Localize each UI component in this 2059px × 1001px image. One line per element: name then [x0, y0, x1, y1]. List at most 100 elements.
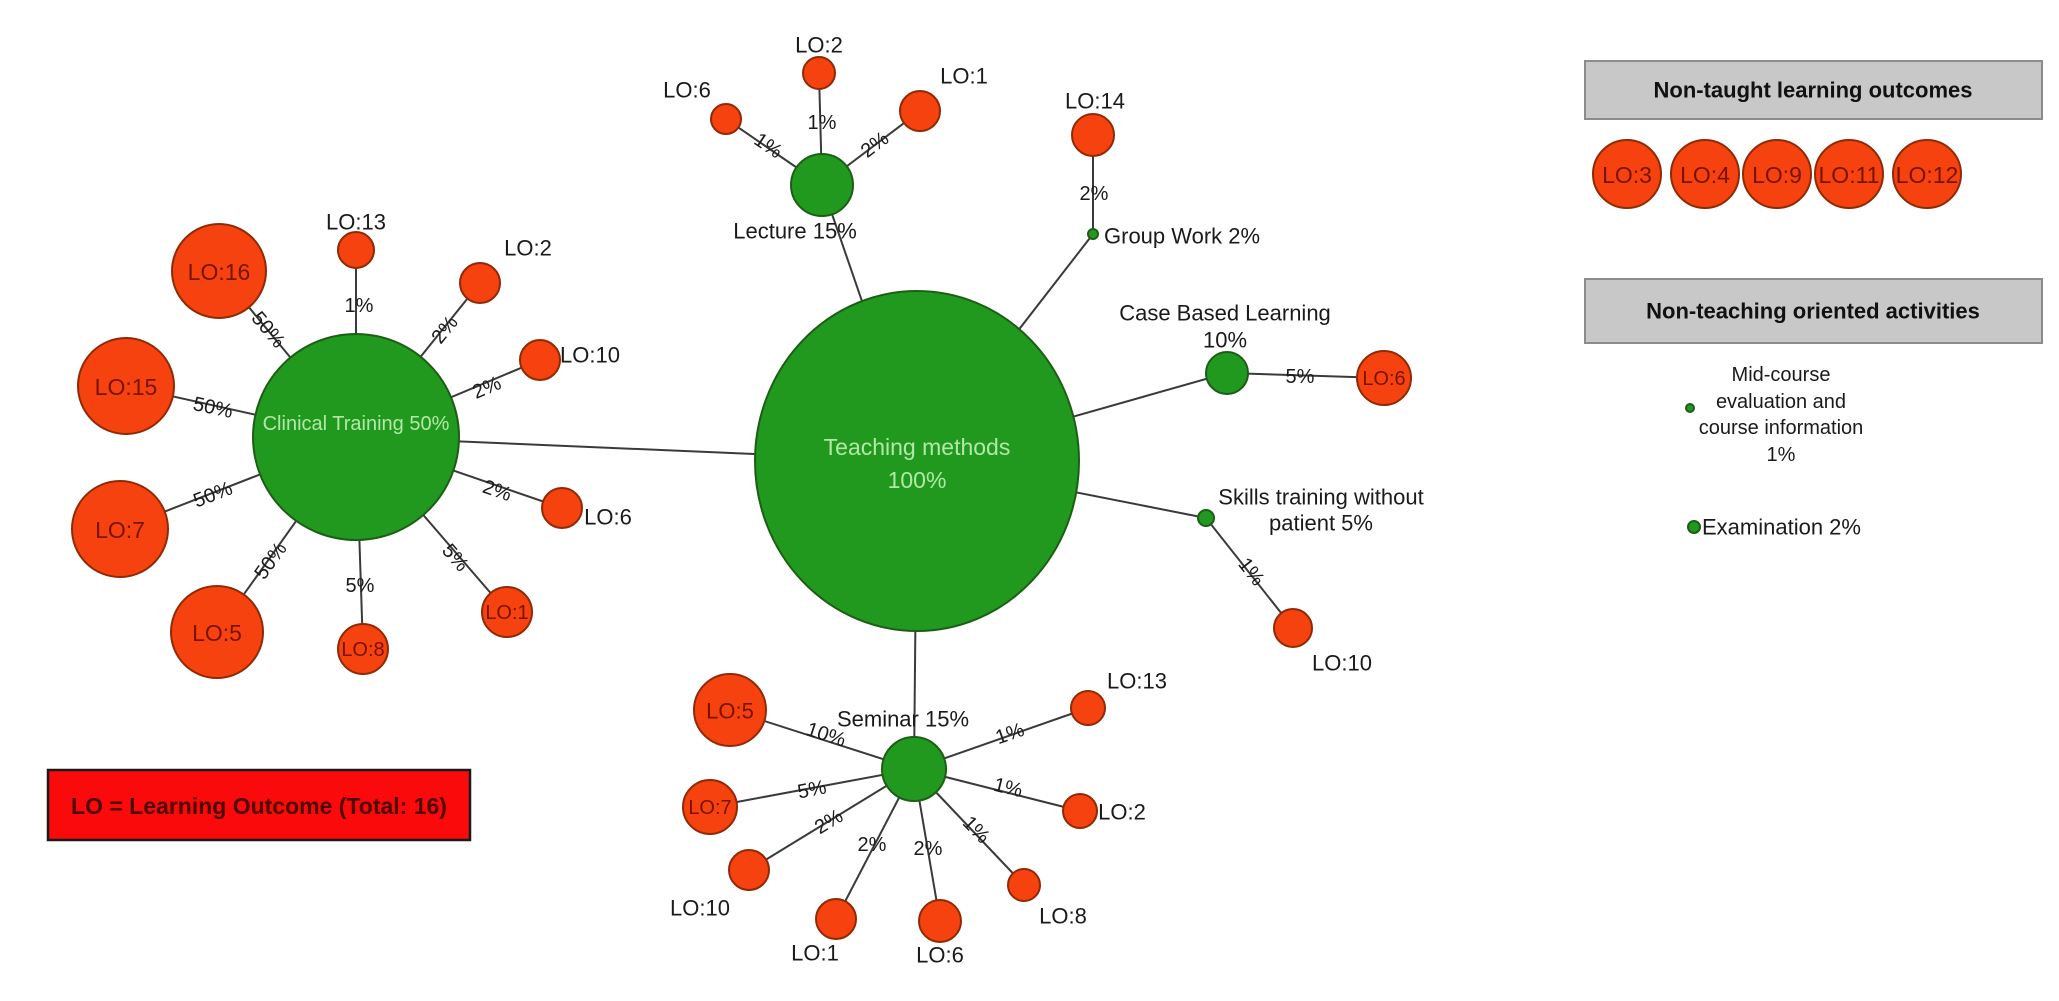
node-clinical-training: [252, 333, 460, 541]
seminar-lo5-label: LO:5: [706, 699, 754, 724]
skills-title-line2: patient 5%: [1269, 511, 1373, 536]
weight-clinical-lo16: 50%: [247, 308, 290, 353]
non-taught-lo11-label: LO:11: [1819, 162, 1880, 188]
node-lecture-lo2: [802, 56, 836, 90]
node-clinical-lo13: [337, 231, 375, 269]
node-clinical-lo2: [459, 262, 501, 304]
node-seminar-lo2: [1062, 793, 1098, 829]
lecture-lo2-label: LO:2: [795, 33, 843, 58]
clinical-lo13-label: LO:13: [326, 210, 386, 235]
teaching-methods-title: Teaching methods: [824, 434, 1011, 460]
weight-seminar-lo13: 1%: [993, 719, 1028, 749]
node-clinical-lo1: [481, 586, 533, 638]
node-teaching-methods: [754, 290, 1080, 632]
weight-seminar-lo8: 1%: [958, 812, 994, 848]
legend-red-box: [46, 768, 472, 842]
seminar-title: Seminar 15%: [837, 707, 969, 732]
clinical-training-title: Clinical Training 50%: [263, 413, 450, 435]
node-group-work: [1087, 228, 1099, 240]
clinical-lo7-label: LO:7: [95, 517, 145, 543]
node-clinical-lo16: [171, 223, 267, 319]
group-work-lo14-label: LO:14: [1065, 89, 1125, 114]
weight-seminar-lo10: 2%: [811, 805, 847, 839]
node-clinical-lo5: [170, 585, 264, 679]
examination-label: Examination 2%: [1702, 515, 1861, 540]
node-seminar: [881, 736, 947, 802]
weight-case-based-lo6: 5%: [1286, 366, 1315, 388]
weight-lecture-lo2: 1%: [808, 112, 837, 134]
skills-lo10-label: LO:10: [1312, 651, 1372, 676]
node-case-based-learning: [1205, 351, 1249, 395]
weight-lecture-lo1: 2%: [857, 127, 893, 162]
weight-group-work-lo14: 2%: [1080, 183, 1109, 205]
node-case-based-lo6: [1356, 350, 1412, 406]
lecture-lo1-label: LO:1: [940, 64, 988, 89]
clinical-lo6-label: LO:6: [584, 505, 632, 530]
node-non-taught-lo11: [1814, 139, 1884, 209]
clinical-lo1-label: LO:1: [485, 602, 528, 624]
right-panel: Non-taught learning outcomes LO:3 LO:4 L…: [1584, 60, 2043, 540]
non-taught-lo9-label: LO:9: [1752, 162, 1802, 188]
node-clinical-lo7: [71, 480, 169, 578]
case-based-percent: 10%: [1203, 328, 1247, 353]
node-examination-dot: [1687, 520, 1701, 534]
non-taught-header-box: [1584, 60, 2043, 120]
weight-clinical-lo6: 2%: [480, 476, 515, 506]
mid-course-line1: Mid-course: [1732, 364, 1831, 386]
teaching-methods-percent: 100%: [888, 467, 947, 493]
node-labels: LO:16 LO:15 LO:7 LO:5 LO:8 LO:1 LO:13 LO…: [95, 33, 1406, 968]
node-clinical-lo8: [337, 623, 389, 675]
legend: LO = Learning Outcome (Total: 16): [46, 768, 472, 842]
weight-clinical-lo1: 5%: [437, 540, 473, 576]
weight-lecture-lo6: 1%: [750, 129, 786, 164]
node-non-taught-lo4: [1670, 139, 1740, 209]
non-taught-lo12-label: LO:12: [1896, 162, 1959, 188]
node-lecture: [790, 153, 854, 217]
seminar-lo8-label: LO:8: [1039, 904, 1087, 929]
node-non-taught-lo12: [1892, 139, 1962, 209]
weight-clinical-lo8: 5%: [346, 575, 375, 597]
legend-text: LO = Learning Outcome (Total: 16): [71, 793, 447, 819]
non-teaching-header: Non-teaching oriented activities: [1646, 299, 1980, 324]
node-seminar-lo5: [693, 673, 767, 747]
node-lecture-lo1: [899, 90, 941, 132]
mid-course-line2: evaluation and: [1716, 391, 1846, 413]
node-seminar-lo6: [918, 899, 962, 943]
weight-seminar-lo6: 2%: [914, 838, 943, 860]
seminar-lo10-label: LO:10: [670, 896, 730, 921]
lecture-lo6-label: LO:6: [663, 78, 711, 103]
clinical-lo10-label: LO:10: [560, 343, 620, 368]
node-non-taught-lo9: [1742, 139, 1812, 209]
seminar-lo7-label: LO:7: [688, 797, 731, 819]
weight-clinical-lo15: 50%: [191, 393, 235, 423]
node-mid-course-dot: [1685, 403, 1695, 413]
titles: Teaching methods 100% Clinical Training …: [263, 219, 1424, 732]
node-clinical-lo15: [77, 337, 175, 435]
node-seminar-lo10: [728, 849, 770, 891]
non-teaching-header-box: [1584, 278, 2043, 344]
seminar-lo6-label: LO:6: [916, 943, 964, 968]
case-based-title: Case Based Learning: [1119, 301, 1331, 326]
seminar-lo1-label: LO:1: [791, 941, 839, 966]
nodes: [71, 56, 1412, 943]
seminar-lo2-label: LO:2: [1098, 800, 1146, 825]
weight-clinical-lo13: 1%: [345, 295, 374, 317]
node-skills-training: [1197, 509, 1215, 527]
weight-clinical-lo7: 50%: [190, 477, 235, 512]
node-skills-lo10: [1273, 608, 1313, 648]
node-seminar-lo1: [815, 898, 857, 940]
weight-seminar-lo1: 2%: [858, 834, 887, 856]
non-taught-lo4-label: LO:4: [1680, 162, 1730, 188]
seminar-lo13-label: LO:13: [1107, 669, 1167, 694]
mid-course-line3: course information: [1699, 417, 1864, 439]
node-non-taught-lo3: [1592, 139, 1662, 209]
non-taught-lo3-label: LO:3: [1602, 162, 1652, 188]
node-clinical-lo6: [541, 487, 583, 529]
node-seminar-lo8: [1007, 868, 1041, 902]
weight-seminar-lo7: 5%: [796, 776, 829, 803]
case-based-lo6-label: LO:6: [1362, 368, 1405, 390]
node-lecture-lo6: [710, 103, 742, 135]
lecture-title: Lecture 15%: [733, 219, 857, 244]
non-taught-header: Non-taught learning outcomes: [1654, 78, 1973, 103]
